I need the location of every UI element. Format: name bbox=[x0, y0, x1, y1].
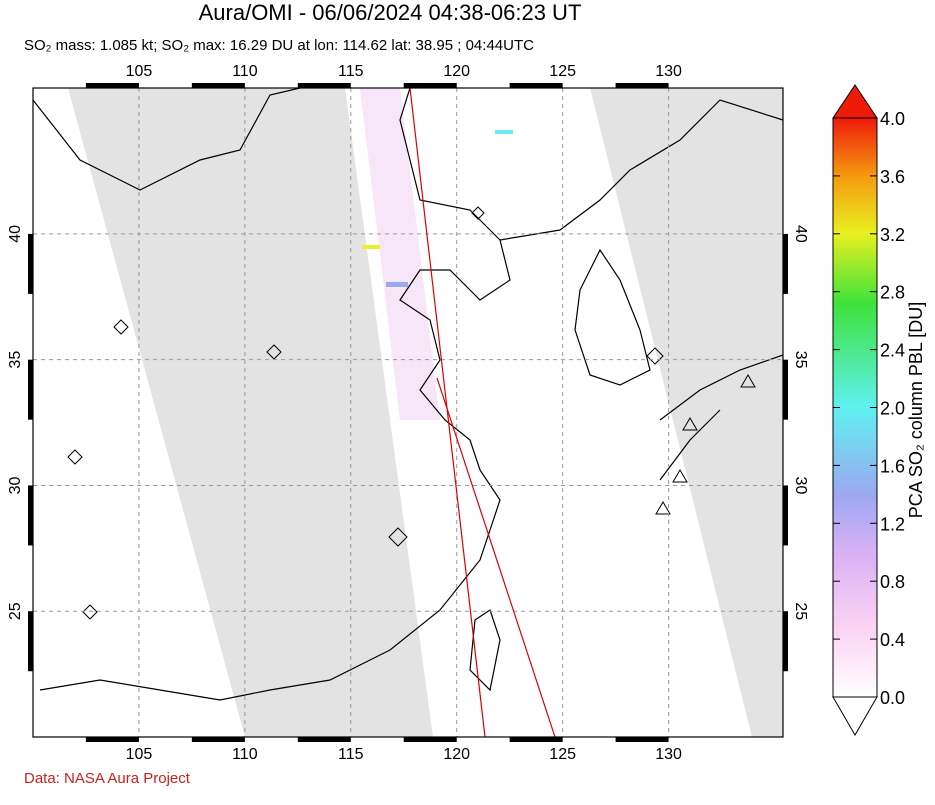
axis-tick-bar bbox=[85, 737, 139, 742]
lon-tick-label: 125 bbox=[549, 63, 576, 80]
volcano-markers bbox=[67, 206, 756, 620]
swath-gap bbox=[590, 88, 783, 737]
colorbar-tick-label: 2.8 bbox=[880, 283, 905, 303]
axis-tick-bar bbox=[783, 233, 788, 294]
lat-tick-label: 25 bbox=[7, 602, 24, 620]
axis-tick-bar bbox=[191, 737, 245, 742]
colorbar-tick-label: 0.4 bbox=[880, 630, 905, 650]
axis-tick-bar bbox=[28, 233, 33, 294]
colorbar-label: PCA SO₂ column PBL [DU] bbox=[906, 302, 926, 518]
axis-tick-bar bbox=[783, 359, 788, 420]
colorbar-tick-label: 2.0 bbox=[880, 399, 905, 419]
credit: Data: NASA Aura Project bbox=[24, 770, 191, 787]
colorbar-tick-label: 1.2 bbox=[880, 514, 905, 534]
lon-tick-label: 110 bbox=[232, 746, 258, 763]
lon-tick-label: 105 bbox=[126, 746, 153, 763]
lon-tick-label: 130 bbox=[655, 63, 682, 80]
swath-edge bbox=[409, 88, 486, 737]
coastlines bbox=[33, 88, 783, 701]
so2-pixel bbox=[495, 130, 513, 134]
axis-tick-bar bbox=[615, 737, 669, 742]
axis-tick-bar bbox=[509, 737, 563, 742]
lat-tick-label: 30 bbox=[7, 476, 24, 494]
colorbar-tick-label: 0.0 bbox=[880, 688, 905, 708]
axis-tick-bar bbox=[28, 611, 33, 672]
axis-tick-bar bbox=[403, 83, 457, 88]
colorbar-tick-label: 2.4 bbox=[880, 341, 905, 361]
colorbar-tick-label: 4.0 bbox=[880, 109, 905, 129]
lat-tick-label: 25 bbox=[792, 602, 809, 620]
axis-tick-bar bbox=[191, 83, 245, 88]
colorbar-tick-label: 3.2 bbox=[880, 225, 905, 245]
lon-tick-label: 115 bbox=[338, 746, 364, 763]
axis-tick-bar bbox=[85, 83, 139, 88]
colorbar-tick-label: 0.8 bbox=[880, 572, 905, 592]
lon-tick-label: 105 bbox=[126, 63, 153, 80]
lat-tick-label: 40 bbox=[792, 225, 809, 243]
title: Aura/OMI - 06/06/2024 04:38-06:23 UT bbox=[199, 0, 582, 25]
axis-tick-bar bbox=[297, 83, 351, 88]
axis-tick-bar bbox=[783, 485, 788, 546]
swath-gap bbox=[68, 88, 433, 737]
swath-edge bbox=[436, 377, 556, 737]
axis-tick-bar bbox=[28, 359, 33, 420]
colorbar-extend-top bbox=[832, 84, 878, 119]
subtitle: SO₂ mass: 1.085 kt; SO₂ max: 16.29 DU at… bbox=[24, 37, 534, 54]
lat-tick-label: 30 bbox=[792, 477, 809, 495]
lon-tick-label: 120 bbox=[443, 63, 470, 80]
lat-tick-label: 40 bbox=[7, 225, 24, 243]
lon-tick-label: 130 bbox=[655, 746, 682, 763]
map bbox=[33, 88, 783, 737]
lon-tick-label: 115 bbox=[338, 63, 364, 80]
so2-swath bbox=[360, 88, 440, 420]
lat-tick-label: 35 bbox=[7, 351, 24, 369]
lon-tick-label: 110 bbox=[232, 63, 258, 80]
colorbar bbox=[832, 117, 878, 698]
axis-tick-bar bbox=[509, 83, 563, 88]
colorbar-tick-label: 3.6 bbox=[880, 167, 905, 187]
axis-tick-bar bbox=[615, 83, 669, 88]
axis-tick-bar bbox=[297, 737, 351, 742]
axis-tick-bar bbox=[783, 611, 788, 672]
so2-pixel bbox=[362, 245, 380, 249]
lon-tick-label: 120 bbox=[443, 746, 470, 763]
lon-tick-label: 125 bbox=[549, 746, 576, 763]
axis-tick-bar bbox=[28, 485, 33, 546]
axis-tick-bar bbox=[403, 737, 457, 742]
colorbar-tick-label: 1.6 bbox=[880, 456, 905, 476]
lat-tick-label: 35 bbox=[792, 351, 809, 369]
so2-pixel bbox=[386, 282, 408, 287]
colorbar-extend-bottom bbox=[832, 696, 878, 736]
